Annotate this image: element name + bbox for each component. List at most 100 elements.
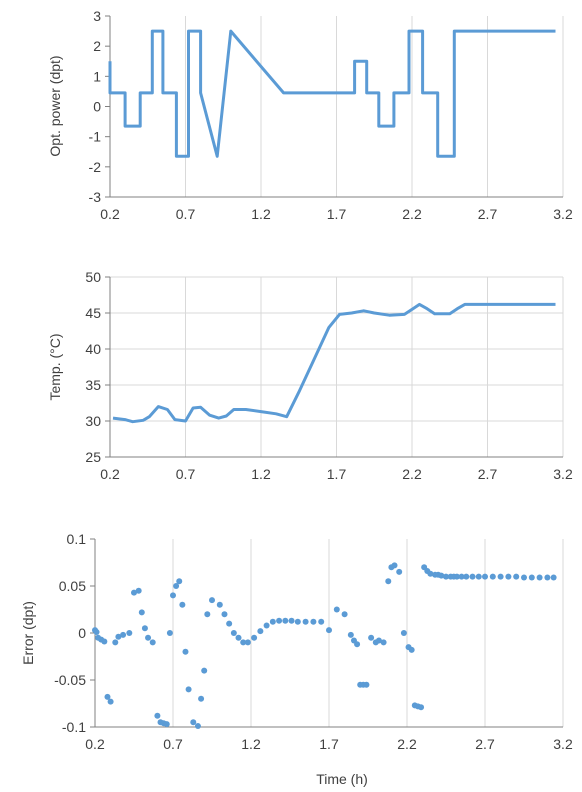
error-data-point — [302, 618, 309, 625]
error-chart: 0.2 0.7 1.2 1.7 2.2 2.7 3.2 -0.1 -0.05 0 0.05 0.1 E… — [20, 531, 573, 787]
error-data-point — [244, 639, 251, 646]
error-x-tick-label: 2.2 — [397, 736, 417, 752]
error-data-point — [408, 646, 415, 653]
error-x-tick-label: 1.7 — [319, 736, 339, 752]
error-data-point — [93, 629, 100, 636]
error-data-point — [115, 633, 122, 640]
error-data-point — [209, 597, 215, 604]
error-data-point — [194, 723, 201, 730]
error-data-point — [120, 631, 127, 638]
error-y-axis-label: Error (dpt) — [20, 601, 36, 665]
error-data-point — [400, 630, 407, 636]
error-data-point — [230, 630, 237, 636]
power-x-tick-label: 0.2 — [100, 206, 120, 222]
temperature-x-tick-label: 0.7 — [176, 466, 196, 482]
error-data-point — [528, 574, 535, 581]
error-data-point — [145, 634, 152, 641]
error-data-point — [497, 573, 504, 580]
error-data-point — [505, 573, 512, 580]
error-data-point — [170, 592, 176, 599]
error-x-axis-label: Time (h) — [316, 771, 368, 787]
error-data-point — [482, 573, 488, 580]
error-data-point — [310, 618, 317, 625]
error-data-point — [341, 611, 348, 618]
error-data-point — [318, 618, 325, 625]
error-data-point — [418, 704, 425, 711]
error-data-point — [380, 639, 387, 646]
error-data-point — [190, 719, 197, 726]
temperature-x-tick-label: 1.2 — [251, 466, 271, 482]
error-data-point — [240, 639, 247, 646]
temperature-y-tick-label: 50 — [85, 269, 101, 285]
error-data-point — [438, 572, 445, 579]
error-data-point — [288, 617, 295, 624]
power-x-tick-label: 2.7 — [478, 206, 498, 222]
power-y-tick-label: -2 — [89, 159, 102, 175]
error-data-point — [257, 628, 264, 635]
error-y-tick-label: 0.05 — [59, 578, 86, 594]
error-data-point — [204, 611, 211, 618]
error-x-tick-label: 0.7 — [163, 736, 183, 752]
temperature-x-tick-label: 1.7 — [327, 466, 347, 482]
error-data-point — [521, 574, 527, 581]
temperature-x-tick-label: 3.2 — [553, 466, 573, 482]
error-data-point — [396, 568, 403, 575]
temperature-chart: 0.2 0.7 1.2 1.7 2.2 2.7 3.2 25 30 35 40 45 50 Temp. … — [47, 269, 573, 482]
error-data-point — [536, 574, 543, 581]
error-data-point — [326, 627, 332, 634]
error-data-point — [282, 617, 289, 624]
temperature-x-tick-label: 2.7 — [478, 466, 498, 482]
error-data-point — [107, 698, 114, 705]
power-y-tick-label: 1 — [93, 68, 101, 84]
power-x-tick-label: 0.7 — [176, 206, 196, 222]
error-data-point — [453, 573, 460, 580]
temperature-y-tick-label: 30 — [85, 413, 101, 429]
error-data-point — [294, 618, 301, 625]
error-data-point — [149, 639, 156, 646]
error-data-point — [176, 578, 183, 585]
error-data-point — [443, 573, 449, 580]
error-data-point — [458, 573, 465, 580]
error-data-point — [333, 606, 340, 613]
power-x-tick-label: 2.2 — [402, 206, 422, 222]
error-data-point — [544, 574, 551, 581]
error-data-point — [221, 611, 228, 618]
error-data-point — [112, 639, 119, 646]
power-y-tick-label: 2 — [93, 38, 101, 54]
error-data-point — [135, 587, 142, 594]
error-x-tick-label: 1.2 — [241, 736, 261, 752]
error-data-point — [263, 622, 270, 629]
error-data-point — [201, 667, 208, 674]
power-chart: 0.2 0.7 1.2 1.7 2.2 2.7 3.2 -3 -2 -1 0 1 2 3 Opt. pow… — [47, 8, 573, 222]
error-data-point — [251, 634, 258, 641]
error-data-point — [182, 648, 189, 655]
error-data-point — [489, 573, 496, 580]
error-data-point — [463, 573, 470, 580]
power-x-tick-label: 1.2 — [251, 206, 271, 222]
error-data-point — [104, 693, 111, 700]
error-data-point — [179, 601, 186, 608]
error-data-point — [276, 617, 283, 624]
error-data-point — [216, 601, 223, 608]
error-data-point — [173, 583, 180, 589]
error-data-point — [226, 620, 233, 627]
error-data-point — [385, 578, 392, 585]
power-y-tick-label: 0 — [93, 99, 101, 115]
error-data-point — [141, 625, 148, 632]
temperature-y-tick-label: 35 — [85, 377, 101, 393]
error-y-tick-label: -0.1 — [62, 719, 86, 735]
error-data-point — [198, 695, 205, 702]
power-y-tick-label: -1 — [89, 129, 102, 145]
error-data-point — [391, 562, 398, 569]
error-data-point — [166, 630, 173, 636]
error-data-point — [154, 712, 161, 719]
error-data-point — [185, 686, 192, 693]
error-data-point — [375, 637, 382, 644]
error-data-point — [550, 574, 557, 581]
temperature-y-tick-label: 40 — [85, 341, 101, 357]
error-data-point — [427, 570, 434, 577]
error-x-tick-label: 0.2 — [85, 736, 105, 752]
error-data-point — [101, 638, 108, 645]
power-y-tick-label: -3 — [89, 189, 102, 205]
